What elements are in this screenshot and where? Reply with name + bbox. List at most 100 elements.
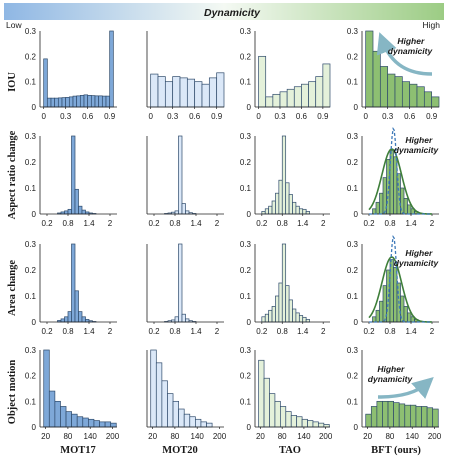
annotation-aspect-line2: dynamicity	[394, 145, 440, 155]
bar-object-motion-mot17-6	[76, 416, 84, 428]
x-tick-iou-mot20-1: 0.3	[167, 112, 179, 121]
bar-aspect-ratio-change-bft-ours-0	[372, 208, 377, 215]
x-tick-object-motion-mot20-3: 200	[213, 432, 227, 441]
bar-aspect-ratio-change-tao-9	[292, 201, 297, 215]
x-tick-aspect-ratio-change-mot17-0: 0.2	[41, 219, 53, 228]
x-tick-object-motion-mot20-1: 80	[170, 432, 179, 441]
x-tick-aspect-ratio-change-bft-ours-3: 2	[430, 219, 435, 228]
bar-object-motion-mot17-8	[88, 418, 95, 428]
bar-iou-mot17-18	[109, 30, 114, 108]
x-tick-object-motion-bft-ours-2: 140	[406, 432, 420, 441]
bar-aspect-ratio-change-tao-8	[288, 194, 293, 215]
bar-object-motion-mot20-5	[178, 408, 185, 428]
bar-object-motion-bft-ours-4	[387, 400, 394, 428]
column-label-mot17: MOT17	[60, 445, 96, 456]
bar-aspect-ratio-change-tao-1	[264, 208, 269, 215]
x-tick-iou-bft-ours-2: 0.6	[404, 112, 416, 121]
bar-iou-tao-6	[301, 83, 309, 108]
bar-object-motion-bft-ours-9	[415, 406, 422, 428]
y-tick-iou-bft-ours-1: 0.1	[347, 78, 359, 87]
bar-area-change-mot17-1	[60, 318, 65, 323]
bar-object-motion-mot20-7	[189, 416, 196, 428]
annotation-area: Higher dynamicity	[394, 248, 440, 268]
x-tick-area-change-bft-ours-3: 2	[430, 327, 435, 336]
y-tick-aspect-ratio-change-mot17-3: 0.3	[25, 132, 37, 141]
x-tick-area-change-bft-ours-0: 0.2	[363, 327, 375, 336]
y-tick-area-change-tao-1: 0.1	[240, 292, 252, 301]
bar-iou-mot17-3	[54, 97, 59, 108]
bar-iou-mot17-12	[87, 94, 92, 108]
x-tick-object-motion-bft-ours-0: 20	[363, 432, 372, 441]
histogram-panels: 0 0.1 0.2 0.3 0 0.3 0.6 0.9 0 0.3 0.6 0.9 0 0.1 0.2 0.3…	[25, 27, 442, 441]
bar-area-change-mot20-6	[185, 318, 190, 323]
panel-iou-mot20: 0 0.3 0.6 0.9	[146, 31, 225, 121]
bar-object-motion-mot17-2	[54, 400, 61, 428]
x-tick-object-motion-tao-0: 20	[256, 432, 265, 441]
bar-iou-mot20-9	[216, 72, 225, 108]
x-tick-area-change-mot17-2: 1.4	[83, 327, 95, 336]
bar-object-motion-mot17-5	[71, 413, 78, 428]
y-tick-iou-mot17-3: 0.3	[25, 27, 37, 36]
bar-area-change-mot17-3	[67, 311, 72, 323]
bar-iou-bft-ours-2	[379, 66, 389, 108]
y-tick-area-change-bft-ours-1: 0.1	[347, 292, 359, 301]
y-tick-iou-tao-1: 0.1	[240, 78, 252, 87]
bar-iou-mot17-7	[68, 96, 74, 108]
panel-object-motion-mot17: 0 0.1 0.2 0.3 20 80 140 200	[25, 346, 120, 441]
bar-area-change-tao-5	[278, 282, 283, 323]
annotation-area-line1: Higher	[405, 248, 433, 258]
bar-iou-mot20-1	[157, 76, 166, 108]
x-tick-aspect-ratio-change-bft-ours-1: 0.8	[384, 219, 396, 228]
bar-aspect-ratio-change-mot17-2	[64, 210, 69, 215]
bar-area-change-bft-ours-1	[375, 309, 380, 323]
bar-iou-tao-9	[322, 63, 331, 108]
bar-iou-mot17-16	[101, 95, 107, 108]
fit-curve-aspect-ratio-change-bft-ours	[368, 148, 433, 215]
bar-object-motion-bft-ours-0	[365, 413, 372, 428]
x-tick-object-motion-mot17-0: 20	[41, 432, 50, 441]
bar-object-motion-bft-ours-3	[382, 400, 389, 428]
y-tick-aspect-ratio-change-bft-ours-1: 0.1	[347, 184, 359, 193]
bar-object-motion-bft-ours-5	[393, 402, 400, 428]
x-tick-object-motion-mot17-2: 140	[84, 432, 98, 441]
bar-object-motion-mot17-1	[48, 390, 56, 428]
x-tick-iou-tao-0: 0	[256, 112, 261, 121]
bar-iou-bft-ours-6	[409, 83, 418, 108]
bar-area-change-mot20-5	[181, 313, 186, 323]
dynamicity-low-label: Low	[6, 20, 22, 30]
y-tick-iou-mot17-0: 0	[32, 103, 37, 112]
bar-object-motion-tao-1	[263, 377, 270, 428]
x-tick-area-change-bft-ours-2: 1.4	[405, 327, 417, 336]
dynamicity-gradient-bar	[4, 3, 444, 20]
bar-aspect-ratio-change-bft-ours-1	[375, 201, 380, 215]
annotation-motion-text: Higher dynamicity	[368, 364, 414, 384]
bar-area-change-tao-8	[288, 299, 293, 323]
y-tick-aspect-ratio-change-mot17-2: 0.2	[25, 158, 37, 167]
bar-iou-tao-7	[308, 81, 317, 108]
bar-aspect-ratio-change-tao-4	[275, 192, 280, 215]
bar-iou-tao-2	[272, 93, 281, 108]
y-tick-area-change-mot17-0: 0	[32, 318, 37, 327]
x-tick-object-motion-mot17-3: 200	[106, 432, 120, 441]
bar-aspect-ratio-change-mot20-4	[178, 135, 183, 215]
bar-aspect-ratio-change-bft-ours-10	[407, 204, 412, 215]
bar-object-motion-tao-6	[290, 415, 298, 428]
x-tick-iou-mot17-3: 0.9	[104, 112, 116, 121]
bar-aspect-ratio-change-tao-2	[268, 205, 273, 215]
y-tick-aspect-ratio-change-mot17-1: 0.1	[25, 184, 37, 193]
x-tick-area-change-tao-1: 0.8	[277, 327, 289, 336]
x-tick-aspect-ratio-change-mot17-3: 2	[108, 219, 113, 228]
bar-object-motion-mot17-0	[43, 349, 50, 428]
dynamicity-high-label: High	[423, 20, 441, 30]
bar-iou-mot20-8	[208, 77, 218, 108]
panel-aspect-ratio-change-mot20: 0.2 0.8 1.4 2	[146, 135, 224, 228]
bar-object-motion-tao-0	[258, 359, 265, 428]
bar-iou-mot20-5	[186, 78, 196, 108]
bar-iou-bft-ours-3	[387, 73, 396, 108]
x-tick-area-change-tao-2: 1.4	[297, 327, 309, 336]
panel-object-motion-bft-ours: 0 0.1 0.2 0.3 20 80 140 200	[347, 346, 442, 441]
bar-aspect-ratio-change-mot20-5	[181, 203, 186, 215]
y-tick-area-change-bft-ours-2: 0.2	[347, 266, 359, 275]
bar-iou-bft-ours-1	[372, 50, 381, 108]
bar-aspect-ratio-change-mot20-6	[185, 210, 190, 215]
